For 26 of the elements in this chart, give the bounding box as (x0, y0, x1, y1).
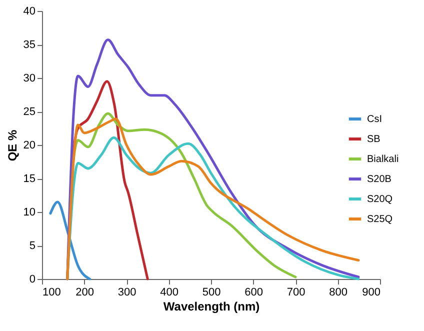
y-tick-label: 10 (23, 206, 36, 218)
x-tick-label: 700 (286, 286, 306, 298)
legend-label: SB (367, 134, 381, 145)
legend-label: S25Q (367, 214, 393, 225)
x-tick-label: 500 (202, 286, 221, 298)
x-axis-title: Wavelength (nm) (163, 300, 260, 314)
x-tick-label: 200 (76, 286, 94, 298)
y-tick-label: 20 (23, 140, 36, 152)
y-axis-title: QE % (5, 130, 20, 162)
y-tick-label: 15 (23, 173, 36, 185)
x-tick-label: 600 (244, 286, 263, 298)
legend-label: S20Q (367, 194, 393, 205)
y-tick-label: 25 (23, 106, 36, 118)
legend-label: CsI (367, 114, 382, 125)
y-tick-label: 5 (29, 240, 36, 252)
y-tick-label: 40 (23, 6, 36, 18)
y-tick-label: 0 (29, 274, 36, 286)
legend-label: Bialkali (367, 154, 399, 165)
x-tick-label: 800 (329, 286, 348, 298)
x-tick-label: 900 (362, 286, 380, 298)
x-tick-label: 100 (42, 286, 61, 298)
y-tick-label: 35 (23, 39, 36, 51)
y-tick-label: 30 (23, 72, 36, 84)
legend-label: S20B (367, 174, 392, 185)
x-tick-label: 400 (160, 286, 178, 298)
x-tick-label: 300 (118, 286, 136, 298)
